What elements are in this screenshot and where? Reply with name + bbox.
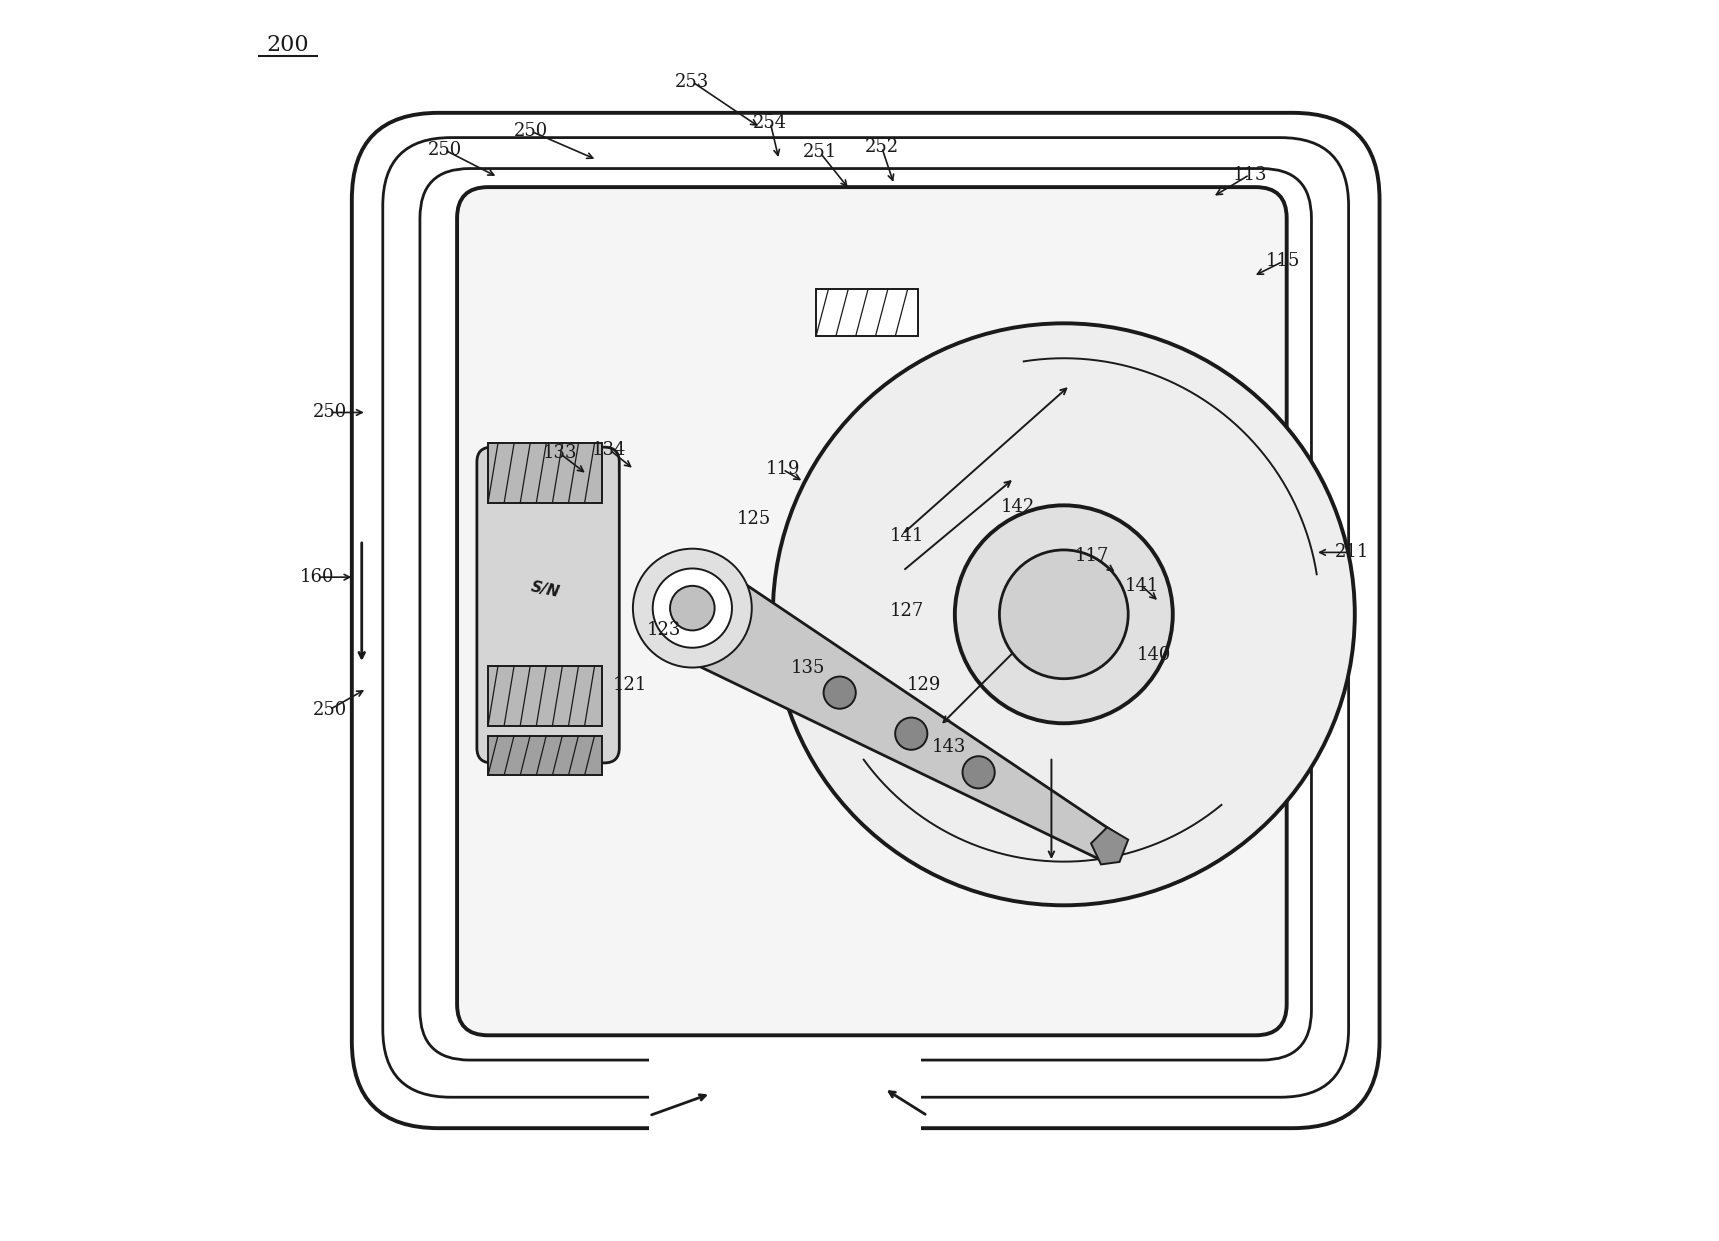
Text: 142: 142: [1000, 498, 1035, 515]
Text: 200: 200: [270, 36, 304, 53]
Text: 140: 140: [1136, 647, 1171, 664]
Text: 200: 200: [266, 34, 309, 56]
Text: 141: 141: [1124, 577, 1159, 594]
Circle shape: [774, 324, 1355, 905]
FancyBboxPatch shape: [488, 443, 602, 503]
Circle shape: [999, 550, 1128, 679]
Text: 125: 125: [737, 510, 772, 527]
Text: 135: 135: [791, 659, 825, 676]
FancyBboxPatch shape: [476, 447, 619, 763]
FancyBboxPatch shape: [383, 138, 1349, 1097]
FancyBboxPatch shape: [457, 187, 1288, 1035]
Text: 160: 160: [299, 568, 335, 586]
Text: 250: 250: [428, 141, 462, 159]
Circle shape: [670, 586, 715, 630]
Text: 119: 119: [765, 460, 799, 479]
Circle shape: [963, 756, 995, 788]
Text: 211: 211: [1336, 544, 1370, 561]
Text: 250: 250: [313, 403, 347, 422]
Text: 253: 253: [676, 73, 710, 91]
Text: 133: 133: [543, 444, 578, 463]
Circle shape: [823, 676, 856, 709]
Text: 123: 123: [646, 622, 681, 639]
Circle shape: [653, 568, 732, 648]
Text: 143: 143: [932, 738, 966, 756]
Text: 250: 250: [313, 701, 347, 719]
FancyBboxPatch shape: [419, 169, 1312, 1060]
Polygon shape: [667, 565, 1121, 862]
Text: 252: 252: [865, 139, 899, 156]
Text: 251: 251: [803, 144, 837, 161]
Text: 127: 127: [889, 602, 923, 619]
Text: 134: 134: [591, 441, 626, 459]
Text: 129: 129: [906, 676, 940, 694]
FancyBboxPatch shape: [488, 736, 602, 776]
Text: 254: 254: [753, 114, 787, 132]
Text: 121: 121: [614, 676, 648, 694]
Text: 141: 141: [889, 527, 923, 545]
FancyBboxPatch shape: [352, 113, 1380, 1128]
Text: 250: 250: [514, 123, 548, 140]
Text: S/N: S/N: [529, 580, 560, 599]
Polygon shape: [1092, 828, 1128, 865]
Circle shape: [896, 717, 927, 750]
Text: 117: 117: [1074, 547, 1109, 565]
FancyBboxPatch shape: [488, 666, 602, 726]
Circle shape: [954, 505, 1172, 724]
FancyBboxPatch shape: [817, 289, 918, 336]
Text: 113: 113: [1233, 166, 1267, 184]
Circle shape: [633, 549, 751, 668]
Text: 115: 115: [1265, 252, 1300, 271]
FancyBboxPatch shape: [650, 1057, 921, 1138]
